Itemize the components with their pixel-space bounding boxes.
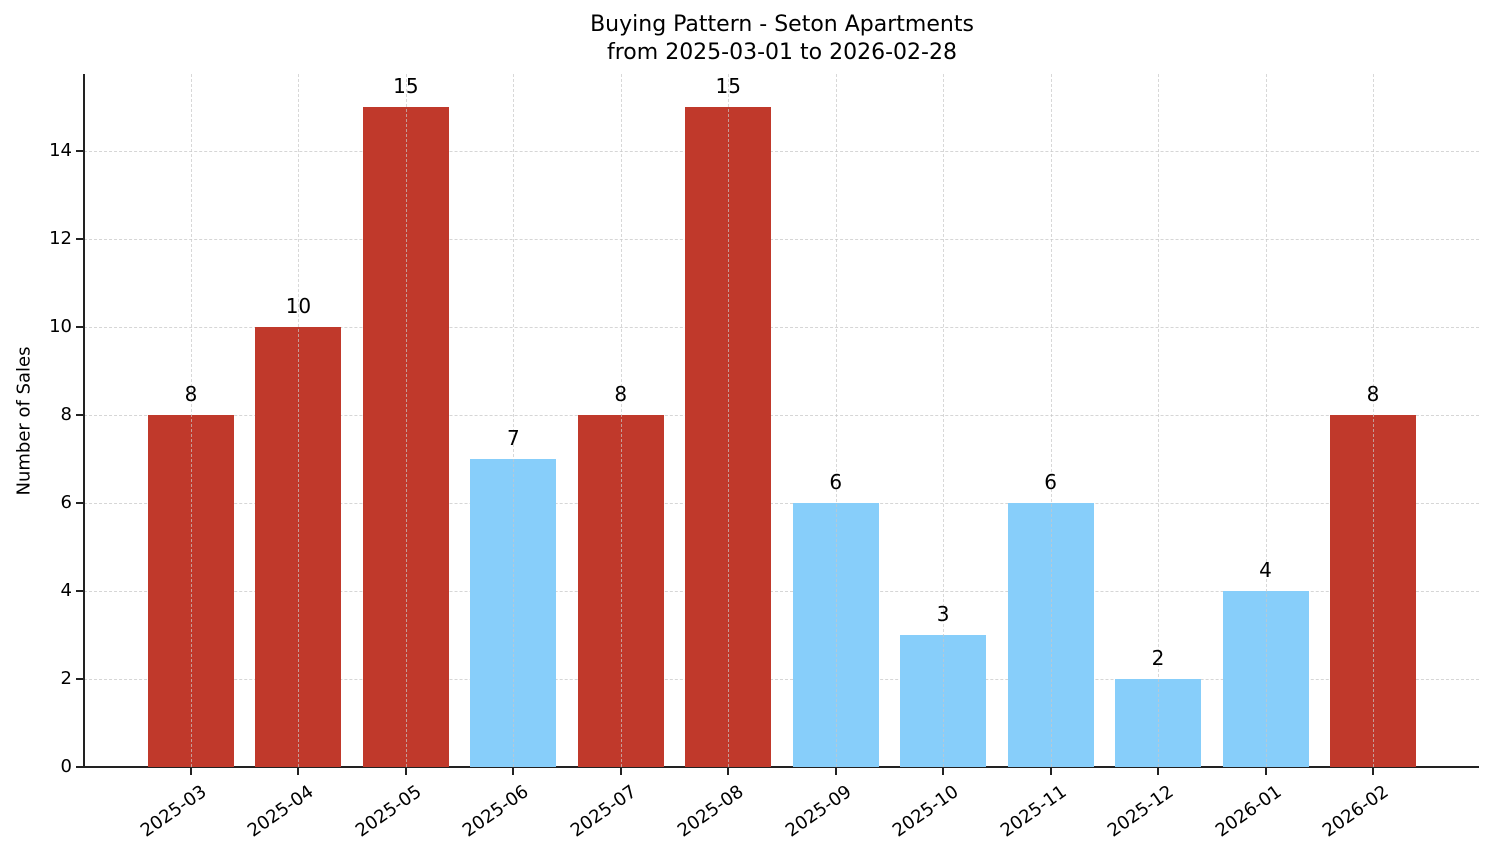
y-gridline xyxy=(84,503,1479,504)
x-tick-mark xyxy=(834,768,837,775)
x-gridline xyxy=(298,74,300,767)
x-tick-mark xyxy=(1264,768,1267,775)
chart-title-line1: Buying Pattern - Seton Apartments xyxy=(590,12,974,37)
bar-value-label: 8 xyxy=(614,382,628,406)
x-gridline xyxy=(191,74,192,767)
x-tick-label: 2025-12 xyxy=(1103,781,1178,842)
y-tick-mark xyxy=(76,238,83,240)
y-tick-mark xyxy=(76,150,83,152)
y-tick-label: 10 xyxy=(49,316,72,337)
x-gridline xyxy=(620,74,622,767)
x-tick-mark xyxy=(619,768,622,775)
x-gridline xyxy=(1265,74,1267,767)
x-tick-label: 2025-03 xyxy=(136,781,211,842)
x-axis-line xyxy=(83,766,1479,768)
x-tick-label: 2026-01 xyxy=(1211,781,1285,842)
x-tick-mark xyxy=(1049,768,1052,775)
y-gridline xyxy=(84,591,1479,592)
y-tick-mark xyxy=(76,414,83,416)
x-gridline xyxy=(943,74,945,767)
x-gridline xyxy=(1372,74,1374,767)
x-tick-mark xyxy=(1157,768,1160,775)
bar-value-label: 15 xyxy=(393,74,419,98)
x-tick-label: 2025-06 xyxy=(459,781,533,842)
y-tick-label: 0 xyxy=(60,756,72,777)
y-tick-mark xyxy=(76,326,83,328)
x-gridline xyxy=(728,74,730,767)
y-gridline xyxy=(84,327,1479,328)
x-tick-mark xyxy=(297,768,300,775)
y-tick-mark xyxy=(76,502,83,504)
x-tick-mark xyxy=(727,768,730,775)
y-tick-label: 2 xyxy=(60,668,72,689)
x-tick-mark xyxy=(404,768,407,775)
y-gridline xyxy=(84,151,1479,152)
x-tick-label: 2025-07 xyxy=(566,781,641,842)
bar-value-label: 6 xyxy=(829,470,843,494)
x-tick-mark xyxy=(512,768,515,775)
chart-title-line2: from 2025-03-01 to 2026-02-28 xyxy=(607,40,957,65)
chart-title: Buying Pattern - Seton Apartments from 2… xyxy=(0,11,1494,67)
bar-value-label: 8 xyxy=(1366,382,1380,406)
x-gridline xyxy=(405,74,407,767)
x-tick-label: 2025-09 xyxy=(781,781,856,842)
y-tick-label: 4 xyxy=(60,580,72,601)
y-gridline xyxy=(84,415,1479,416)
y-tick-mark xyxy=(76,678,83,680)
y-tick-mark xyxy=(76,590,83,592)
x-gridline xyxy=(1050,74,1052,767)
x-gridline xyxy=(1158,74,1160,767)
y-tick-label: 12 xyxy=(49,228,72,249)
x-tick-label: 2026-02 xyxy=(1318,781,1393,842)
x-tick-label: 2025-08 xyxy=(674,781,748,842)
y-tick-label: 8 xyxy=(60,404,72,425)
y-tick-label: 6 xyxy=(60,492,72,513)
y-gridline xyxy=(84,679,1479,680)
x-tick-label: 2025-11 xyxy=(996,781,1071,842)
x-tick-mark xyxy=(942,768,945,775)
y-tick-mark xyxy=(76,766,83,768)
y-axis-line xyxy=(83,74,85,768)
x-tick-mark xyxy=(190,768,192,775)
x-gridline xyxy=(513,74,515,767)
x-tick-label: 2025-05 xyxy=(351,781,426,842)
x-tick-mark xyxy=(1371,768,1374,775)
bar-value-label: 4 xyxy=(1259,558,1272,582)
bar-value-label: 15 xyxy=(715,74,741,98)
x-tick-label: 2025-10 xyxy=(888,781,963,842)
x-tick-label: 2025-04 xyxy=(244,781,318,842)
x-gridline xyxy=(835,74,837,767)
bar-value-label: 8 xyxy=(184,382,198,406)
bar-value-label: 7 xyxy=(506,426,520,450)
bar-value-label: 6 xyxy=(1044,470,1057,494)
bar-value-label: 10 xyxy=(285,294,312,318)
y-gridline xyxy=(84,239,1479,240)
bar-value-label: 3 xyxy=(936,602,950,626)
bar-value-label: 2 xyxy=(1151,646,1165,670)
y-tick-label: 14 xyxy=(49,140,72,161)
